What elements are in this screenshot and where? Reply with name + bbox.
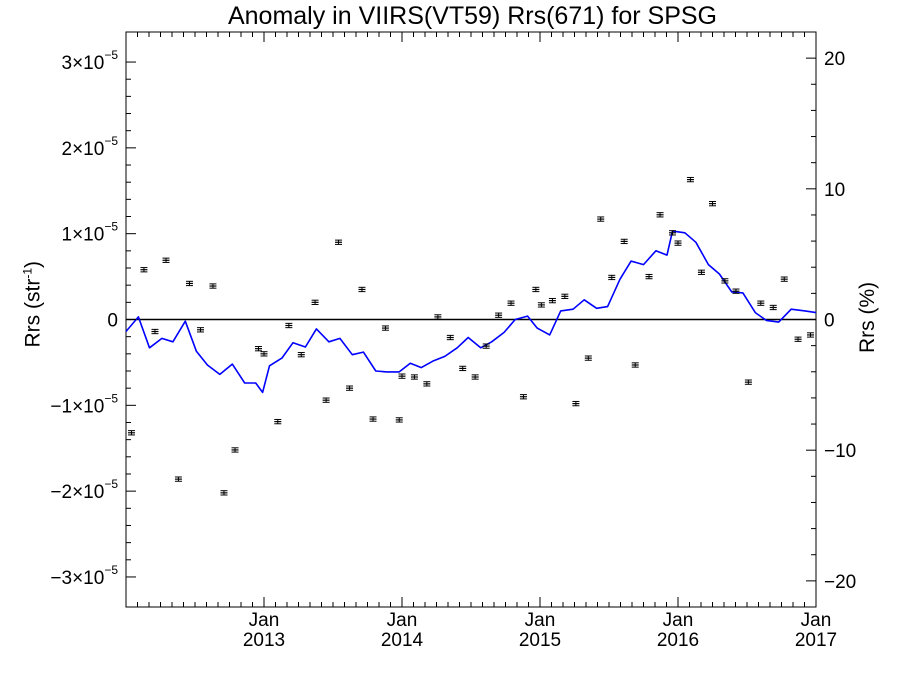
data-point — [548, 297, 556, 304]
data-point — [254, 346, 262, 352]
data-point — [532, 286, 540, 293]
data-point — [335, 239, 343, 245]
data-point — [709, 200, 716, 207]
data-point — [185, 280, 193, 287]
data-point — [686, 176, 694, 183]
y-tick-label: 1×10−5 — [62, 220, 119, 246]
anomaly-trend-line — [125, 230, 817, 394]
data-point — [757, 300, 765, 306]
data-point — [572, 400, 580, 407]
data-point — [128, 430, 136, 436]
x-tick-label-month: Jan — [801, 610, 832, 631]
data-point — [174, 476, 182, 482]
y-tick-label: −2×10−5 — [50, 477, 118, 503]
y-right-tick-label: −20 — [824, 572, 856, 593]
data-point — [744, 379, 752, 385]
x-tick-label-month: Jan — [525, 610, 556, 631]
x-tick-label-year: 2013 — [243, 630, 285, 651]
data-point — [285, 322, 293, 329]
data-point — [732, 288, 740, 294]
data-point — [151, 328, 159, 335]
y-tick-label: −1×10−5 — [50, 391, 118, 417]
data-point — [507, 300, 515, 306]
x-tick-label-year: 2015 — [519, 630, 561, 651]
data-point — [597, 216, 605, 222]
data-point — [780, 276, 788, 282]
y-tick-label: 2×10−5 — [62, 134, 119, 160]
data-point — [561, 293, 569, 299]
data-point — [482, 343, 490, 349]
x-tick-label-month: Jan — [663, 610, 694, 631]
data-point — [410, 374, 418, 380]
data-point — [471, 374, 479, 380]
data-point — [197, 327, 205, 333]
y-tick-label: −3×10−5 — [50, 563, 118, 589]
data-point — [459, 365, 467, 372]
y-tick-label: 3×10−5 — [62, 48, 119, 74]
data-point — [434, 314, 442, 320]
data-point — [381, 325, 389, 331]
x-tick-label-year: 2016 — [657, 630, 699, 651]
data-point — [620, 238, 628, 245]
data-point — [769, 304, 777, 311]
data-point — [584, 355, 592, 361]
data-point — [674, 240, 682, 246]
data-point — [162, 257, 170, 263]
data-point — [423, 381, 431, 387]
data-point — [656, 212, 664, 218]
data-point — [631, 362, 639, 368]
data-point — [209, 283, 217, 289]
data-point — [274, 418, 282, 425]
data-point — [140, 267, 148, 273]
y-right-tick-label: 20 — [824, 49, 845, 70]
data-point — [297, 352, 305, 358]
data-point — [311, 299, 319, 305]
y-tick-label: 0 — [107, 311, 118, 332]
y-right-tick-label: 10 — [824, 180, 845, 201]
data-point — [721, 278, 729, 284]
data-point — [358, 286, 366, 293]
data-point — [220, 490, 228, 496]
data-point — [322, 397, 330, 403]
data-point — [395, 417, 403, 423]
data-point — [346, 385, 354, 391]
data-point — [794, 336, 802, 342]
data-point — [446, 334, 454, 341]
data-point — [806, 332, 814, 338]
chart-title: Anomaly in VIIRS(VT59) Rrs(671) for SPSG — [227, 2, 718, 30]
data-point — [398, 373, 406, 379]
data-point — [668, 230, 676, 236]
data-point — [697, 269, 705, 275]
x-tick-label-month: Jan — [387, 610, 418, 631]
x-tick-label-year: 2017 — [795, 630, 837, 651]
data-point — [495, 312, 503, 318]
y-right-tick-label: 0 — [824, 311, 835, 332]
data-point — [231, 447, 239, 453]
data-point — [369, 416, 377, 422]
data-point — [608, 274, 616, 281]
data-point — [519, 394, 527, 400]
y-right-tick-label: −10 — [824, 441, 856, 462]
x-tick-label-year: 2014 — [381, 630, 424, 651]
data-point — [645, 273, 653, 280]
data-point — [537, 302, 545, 308]
x-tick-label-month: Jan — [249, 610, 280, 631]
data-point — [260, 351, 268, 357]
